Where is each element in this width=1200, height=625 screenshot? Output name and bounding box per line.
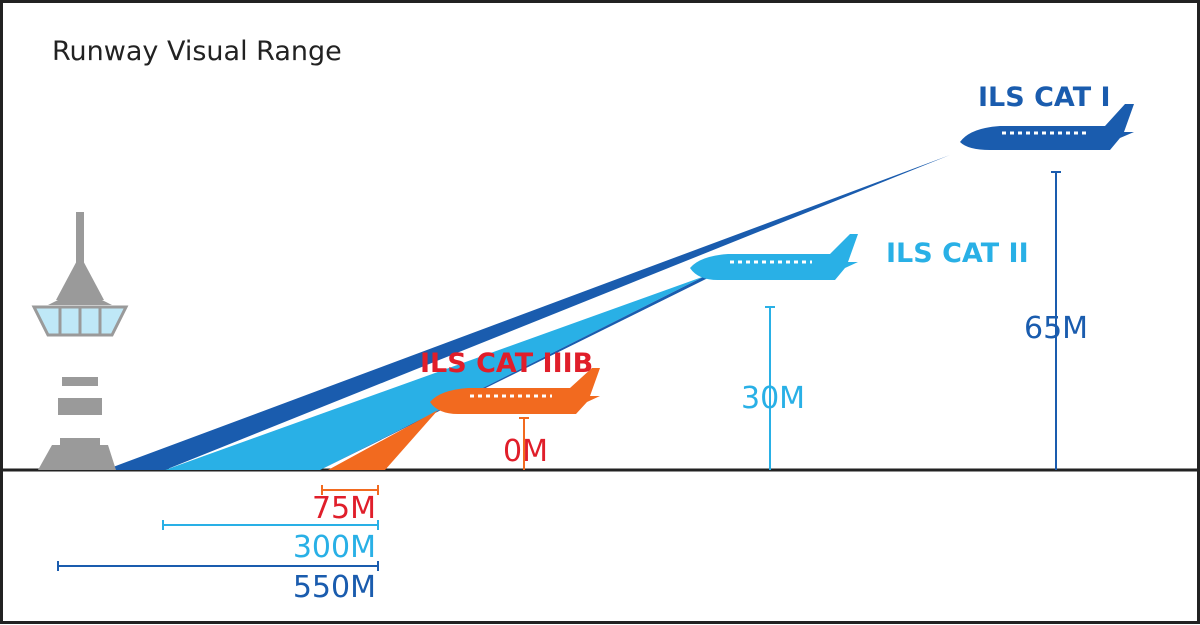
cat1-beam xyxy=(105,155,950,470)
cat3b-rvr-bar xyxy=(321,485,379,495)
cat2-rvr-bar xyxy=(162,520,379,530)
cat1-label: ILS CAT I xyxy=(978,82,1111,113)
cat2-height-marker xyxy=(765,306,775,470)
cat2-label: ILS CAT II xyxy=(886,238,1029,269)
cat3b-height-marker xyxy=(519,417,529,470)
cat1-height-label: 65M xyxy=(1024,311,1088,346)
cat2-height-label: 30M xyxy=(741,381,805,416)
cat3b-label: ILS CAT IIIB xyxy=(420,348,593,379)
cat2-beam xyxy=(165,276,705,470)
cat3b-beam xyxy=(328,410,438,470)
cat1-height-marker xyxy=(1051,171,1061,470)
cat3b-rvr-label: 75M xyxy=(312,491,376,526)
cat3b-airplane-icon xyxy=(430,368,600,414)
cat1-airplane-icon xyxy=(960,104,1134,150)
cat2-airplane-icon xyxy=(690,234,858,280)
cat1-rvr-label: 550M xyxy=(293,570,376,605)
diagram-title: Runway Visual Range xyxy=(52,36,342,67)
cat1-rvr-bar xyxy=(57,561,379,571)
cat3b-height-label: 0M xyxy=(503,434,548,469)
cat2-rvr-label: 300M xyxy=(293,530,376,565)
control-tower-icon xyxy=(31,212,129,470)
